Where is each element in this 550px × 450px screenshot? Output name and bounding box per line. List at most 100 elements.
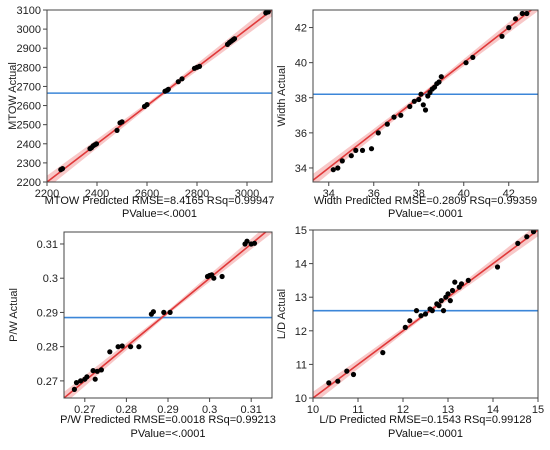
- data-point: [353, 147, 359, 153]
- x-tick-label: 42: [503, 188, 515, 200]
- data-point: [411, 98, 417, 104]
- pvalue-label: PValue=<.0001: [122, 208, 197, 220]
- x-tick-label: 36: [368, 188, 380, 200]
- data-point: [499, 33, 505, 39]
- data-point: [449, 287, 456, 294]
- data-point: [231, 36, 238, 42]
- x-tick-label: 13: [442, 404, 454, 416]
- x-tick-label: 14: [487, 404, 499, 416]
- data-point: [359, 147, 366, 153]
- data-point: [326, 380, 332, 386]
- data-point: [368, 146, 375, 152]
- data-point: [150, 309, 156, 315]
- x-tick-label: 0.27: [74, 404, 95, 416]
- data-point: [71, 386, 77, 392]
- y-axis-label: Width Actual: [276, 65, 288, 126]
- data-point: [90, 368, 96, 374]
- y-tick-label: 2600: [17, 101, 41, 113]
- data-point: [335, 165, 341, 171]
- y-tick-label: 2400: [17, 139, 41, 151]
- y-tick-label: 14: [295, 259, 307, 271]
- data-point: [119, 119, 125, 125]
- data-point: [119, 343, 125, 349]
- y-tick-label: 3000: [17, 24, 41, 36]
- y-axis-label: L/D Actual: [276, 289, 288, 339]
- data-point: [175, 79, 181, 85]
- data-point: [391, 114, 397, 120]
- panel-pw: 0.27 0.28 0.29 0.3 0.310.270.280.290.30.31P/…: [8, 231, 276, 440]
- data-point: [470, 54, 476, 61]
- data-point: [115, 344, 121, 350]
- data-point: [416, 96, 422, 103]
- fit-summary: Width Predicted RMSE=0.2809 RSq=0.99359: [314, 195, 537, 207]
- data-point: [251, 240, 258, 246]
- data-point: [530, 230, 537, 235]
- data-point: [407, 103, 413, 110]
- y-tick-label: 11: [296, 359, 307, 371]
- data-point: [422, 107, 429, 113]
- data-point: [463, 60, 469, 66]
- data-point: [335, 378, 341, 384]
- y-tick-label: 38: [295, 93, 307, 105]
- data-point: [107, 349, 113, 355]
- y-tick-label: 2800: [17, 62, 41, 74]
- x-tick-label: 11: [352, 404, 363, 416]
- plot-frame: [312, 229, 539, 399]
- data-point: [167, 309, 173, 315]
- x-tick-label: 34: [323, 188, 335, 200]
- x-tick-label: 2200: [35, 188, 59, 200]
- data-point: [244, 238, 250, 244]
- x-tick-label: 0.28: [116, 404, 137, 416]
- data-point: [440, 308, 447, 314]
- data-point: [418, 313, 424, 319]
- y-tick-label: 0.29: [37, 307, 58, 319]
- y-axis-label: MTOW Actual: [7, 62, 19, 130]
- y-tick-label: 2700: [17, 81, 41, 93]
- fit-summary: L/D Predicted RMSE=0.1543 RSq=0.99128: [319, 414, 531, 426]
- data-point: [418, 91, 424, 97]
- y-tick-label: 3100: [17, 5, 41, 17]
- data-point: [452, 279, 458, 285]
- y-tick-label: 10: [295, 393, 307, 405]
- data-point: [380, 350, 386, 356]
- panel-mtow: 2200 2400 2600 2800 3000 2200 2300 2400 2500 2600…: [7, 5, 274, 220]
- data-point: [402, 324, 408, 330]
- y-tick-label: 34: [295, 163, 307, 175]
- data-point: [445, 291, 451, 297]
- data-point: [375, 130, 381, 136]
- data-point: [420, 102, 426, 108]
- x-tick-label: 2400: [85, 188, 109, 200]
- y-tick-label: 0.3: [43, 273, 58, 285]
- data-point: [407, 318, 413, 324]
- x-tick-label: 0.31: [240, 404, 261, 416]
- data-point: [136, 344, 142, 350]
- data-point: [114, 127, 120, 133]
- x-tick-label: 12: [397, 404, 409, 416]
- y-tick-label: 15: [295, 225, 307, 237]
- data-point: [94, 368, 100, 374]
- data-point: [413, 308, 420, 314]
- y-tick-label: 0.28: [37, 342, 58, 354]
- x-tick-label: 10: [307, 404, 319, 416]
- plot-frame: [46, 9, 273, 183]
- panel-width: 34 36 38 40 42 34 36 38 40 42 Width Actual Width Pr…: [276, 9, 539, 220]
- data-point: [128, 344, 134, 350]
- data-point: [344, 368, 350, 374]
- data-point: [339, 158, 345, 164]
- confidence-band: [64, 232, 272, 398]
- y-tick-label: 36: [295, 128, 307, 140]
- x-tick-label: 15: [532, 404, 544, 416]
- pvalue-label: PValue=<.0001: [130, 428, 205, 440]
- data-point: [519, 10, 525, 17]
- x-tick-label: 2800: [185, 188, 209, 200]
- data-point: [429, 308, 435, 314]
- data-point: [78, 378, 84, 384]
- data-point: [458, 281, 465, 287]
- pvalue-label: PValue=<.0001: [388, 208, 463, 220]
- y-tick-label: 13: [295, 292, 307, 304]
- y-tick-label: 40: [295, 58, 307, 70]
- data-point: [196, 63, 203, 69]
- data-point: [219, 273, 225, 280]
- data-point: [384, 121, 390, 127]
